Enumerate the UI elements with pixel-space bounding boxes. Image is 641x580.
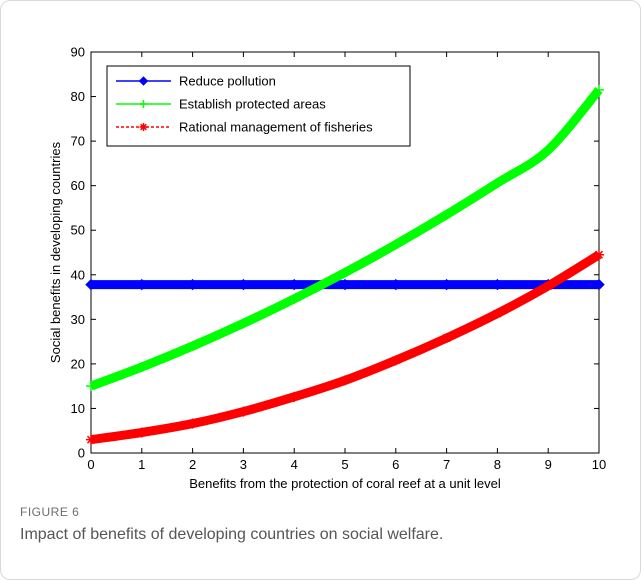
y-tick-label: 80 — [71, 89, 85, 104]
x-tick-label: 5 — [341, 457, 348, 472]
series-2-point — [136, 362, 147, 373]
series-3-point — [441, 333, 452, 344]
series-3-point — [238, 406, 249, 417]
y-tick-label: 90 — [71, 45, 85, 60]
series-3-point — [136, 427, 147, 438]
series-2-point — [238, 318, 249, 329]
series-2-point — [543, 145, 554, 156]
x-tick-label: 6 — [392, 457, 399, 472]
legend-marker-2 — [139, 100, 148, 108]
x-tick-label: 9 — [545, 457, 552, 472]
series-1-point — [136, 278, 148, 291]
series-2-point — [86, 381, 96, 392]
legend-label-3: Rational management of fisheries — [179, 120, 373, 135]
legend-marker-1 — [138, 76, 149, 86]
y-tick-label: 30 — [71, 312, 85, 327]
y-axis-label: Social benefits in developing countries — [48, 141, 63, 363]
legend-box — [106, 65, 411, 147]
series-3-point — [594, 249, 604, 260]
x-tick-label: 2 — [189, 457, 196, 472]
series-2-point — [492, 177, 503, 188]
y-tick-label: 70 — [71, 134, 85, 149]
figure-caption: Impact of benefits of developing countri… — [20, 526, 444, 543]
series-2-point — [441, 209, 452, 220]
x-axis-label: Benefits from the protection of coral re… — [189, 476, 501, 491]
series-1-point — [339, 278, 351, 291]
x-tick-label: 0 — [87, 457, 94, 472]
series-1-point — [390, 278, 402, 291]
series-2-point — [594, 84, 604, 95]
series-3-point — [289, 391, 300, 402]
series-3-point — [492, 308, 503, 319]
figure-label: FIGURE 6 — [20, 505, 80, 519]
y-tick-label: 40 — [71, 267, 85, 282]
series-1-point — [85, 278, 97, 291]
series-2-point — [187, 341, 198, 352]
series-1-point — [288, 278, 300, 291]
line-chart: 0 1 2 3 4 5 6 7 8 9 10 0 10 20 30 40 50 60 70 80 90 Benefits … — [48, 45, 606, 492]
y-tick-label: 0 — [78, 446, 85, 461]
series-3-point — [86, 434, 96, 445]
x-tick-label: 4 — [291, 457, 298, 472]
legend-label-1: Reduce pollution — [179, 74, 276, 89]
legend-marker-3 — [139, 123, 148, 131]
plot-area: 0 1 2 3 4 5 6 7 8 9 10 0 10 20 30 40 50 60 70 80 90 Benefits … — [48, 45, 606, 492]
series-3-point — [390, 355, 401, 366]
y-tick-label: 10 — [71, 401, 85, 416]
series-1-point — [593, 278, 605, 291]
series-2-point — [340, 267, 350, 278]
y-tick-label: 60 — [71, 178, 85, 193]
y-tick-label: 50 — [71, 223, 85, 238]
legend-label-2: Establish protected areas — [179, 97, 326, 112]
series-1-point — [440, 278, 453, 291]
series-2-point — [390, 239, 401, 250]
series-3-point — [543, 280, 554, 291]
x-tick-label: 10 — [592, 457, 606, 472]
x-tick-label: 8 — [494, 457, 501, 472]
x-tick-label: 1 — [138, 457, 145, 472]
series-1-point — [491, 278, 504, 291]
series-3-point — [340, 375, 350, 386]
series-1-point — [186, 278, 199, 291]
series-3-point — [187, 418, 198, 429]
x-tick-label: 3 — [240, 457, 247, 472]
series-2-point — [289, 293, 300, 304]
y-tick-label: 20 — [71, 356, 85, 371]
series-1-point — [237, 278, 250, 291]
x-tick-label: 7 — [443, 457, 450, 472]
